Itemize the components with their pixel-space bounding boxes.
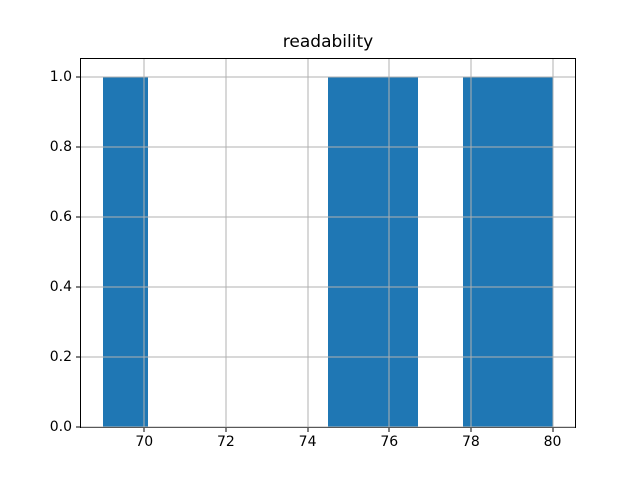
x-tick-mark [225, 428, 227, 432]
plot-area: 70 72 74 76 78 80 0.0 0.2 0.4 0.6 0.8 1.0 [50, 58, 576, 450]
y-tick-mark [76, 356, 80, 358]
x-tick-mark [143, 428, 145, 432]
y-tick-mark [76, 286, 80, 288]
histogram-bar [372, 76, 418, 427]
y-tick-mark [76, 146, 80, 148]
x-tick-mark [388, 428, 390, 432]
chart-title: readability [282, 32, 374, 52]
y-tick-label: 0.2 [49, 348, 72, 365]
histogram-bar [507, 76, 553, 427]
y-tick-label: 0.0 [49, 419, 72, 435]
y-tick-mark [76, 76, 80, 78]
y-gridline [81, 426, 575, 428]
x-gridline [143, 59, 145, 427]
x-tick-label: 70 [135, 434, 154, 450]
y-tick-mark [76, 426, 80, 428]
y-tick-label: 0.4 [49, 278, 72, 295]
histogram-bar [328, 76, 373, 427]
x-gridline [552, 59, 554, 427]
x-tick-label: 80 [543, 434, 562, 450]
y-gridline [81, 216, 575, 218]
y-gridline [81, 286, 575, 288]
x-tick-mark [307, 428, 309, 432]
x-tick-mark [470, 428, 472, 432]
x-tick-label: 78 [461, 434, 480, 450]
histogram-bar [462, 76, 508, 427]
histogram-bar [103, 76, 149, 427]
y-gridline [81, 76, 575, 78]
x-tick-mark [552, 428, 554, 432]
x-tick-label: 74 [298, 434, 317, 450]
y-tick-mark [76, 216, 80, 218]
x-tick-label: 76 [380, 434, 399, 450]
x-gridline [470, 59, 472, 427]
y-tick-label: 0.8 [49, 138, 72, 155]
y-gridline [81, 146, 575, 148]
y-gridline [81, 356, 575, 358]
y-tick-label: 0.6 [49, 208, 72, 225]
x-tick-label: 72 [217, 434, 235, 450]
x-gridline [225, 59, 227, 427]
y-tick-label: 1.0 [49, 68, 72, 85]
x-gridline [307, 59, 309, 427]
x-gridline [388, 59, 390, 427]
